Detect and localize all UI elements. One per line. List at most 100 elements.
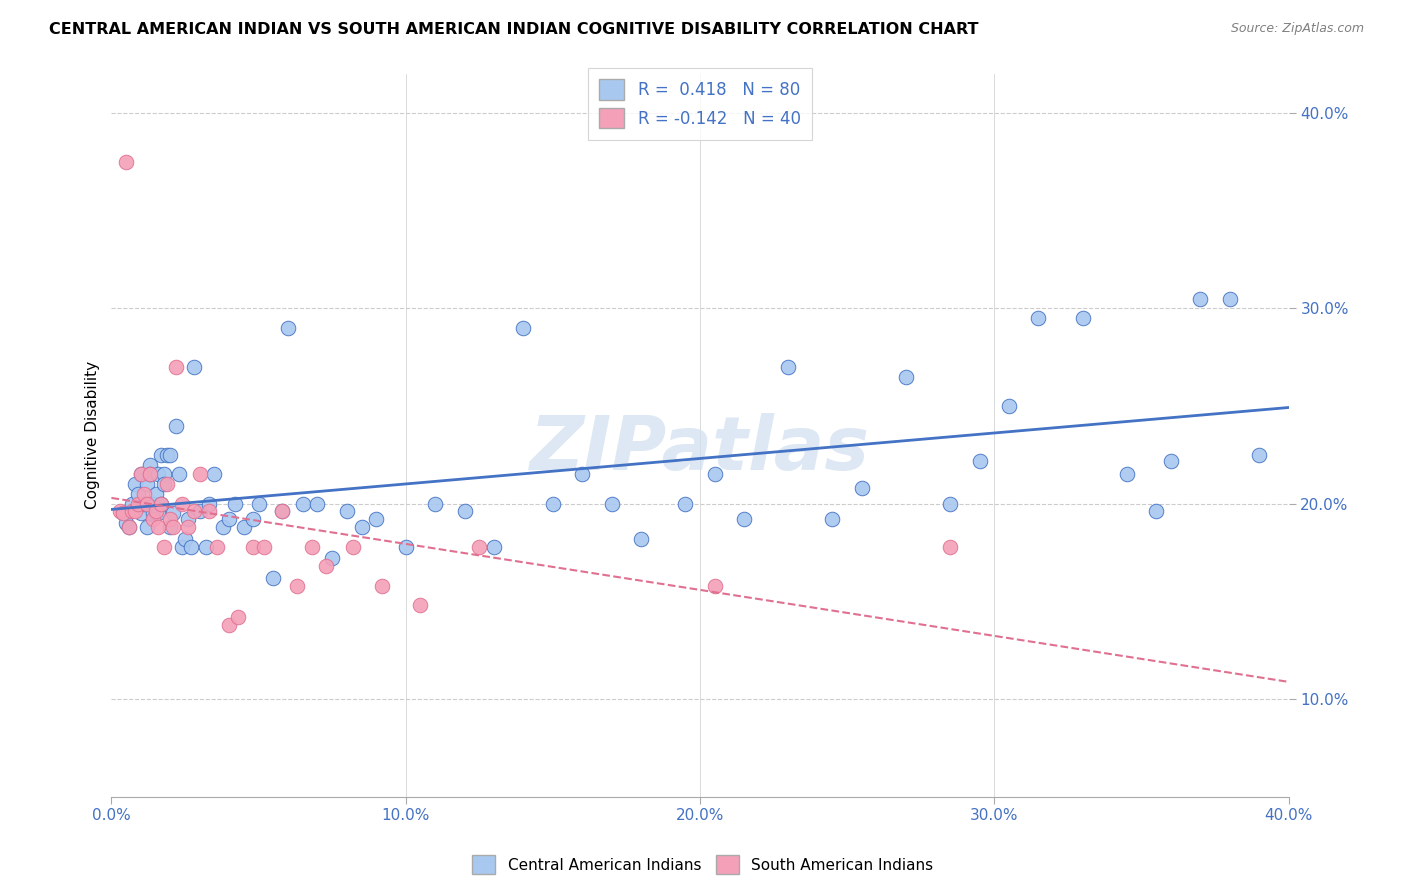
Point bbox=[307, 497, 329, 511]
Point bbox=[148, 520, 170, 534]
Point bbox=[138, 458, 160, 472]
Point bbox=[1071, 311, 1094, 326]
Point bbox=[132, 497, 155, 511]
Point bbox=[285, 579, 308, 593]
Point bbox=[129, 507, 152, 521]
Point bbox=[129, 467, 152, 482]
Legend: R =  0.418   N = 80, R = -0.142   N = 40: R = 0.418 N = 80, R = -0.142 N = 40 bbox=[588, 68, 813, 140]
Point bbox=[232, 520, 254, 534]
Point bbox=[512, 321, 534, 335]
Point bbox=[183, 359, 205, 374]
Point bbox=[162, 507, 184, 521]
Point bbox=[150, 448, 173, 462]
Point bbox=[153, 477, 176, 491]
Point bbox=[371, 579, 394, 593]
Point bbox=[851, 481, 873, 495]
Point bbox=[115, 154, 138, 169]
Point bbox=[153, 540, 176, 554]
Point bbox=[159, 520, 181, 534]
Text: ZIPatlas: ZIPatlas bbox=[530, 413, 870, 486]
Point bbox=[194, 540, 217, 554]
Point bbox=[423, 497, 446, 511]
Point bbox=[150, 497, 173, 511]
Point bbox=[218, 617, 240, 632]
Point bbox=[1189, 292, 1212, 306]
Point bbox=[242, 540, 264, 554]
Point bbox=[177, 512, 200, 526]
Point bbox=[127, 487, 149, 501]
Point bbox=[150, 497, 173, 511]
Point bbox=[118, 520, 141, 534]
Point bbox=[336, 504, 359, 518]
Point bbox=[703, 467, 725, 482]
Point bbox=[453, 504, 475, 518]
Point bbox=[468, 540, 491, 554]
Point bbox=[132, 487, 155, 501]
Point bbox=[153, 467, 176, 482]
Point bbox=[159, 512, 181, 526]
Point bbox=[571, 467, 593, 482]
Point bbox=[894, 369, 917, 384]
Point bbox=[142, 512, 165, 526]
Point bbox=[212, 520, 235, 534]
Point bbox=[202, 467, 225, 482]
Text: CENTRAL AMERICAN INDIAN VS SOUTH AMERICAN INDIAN COGNITIVE DISABILITY CORRELATIO: CENTRAL AMERICAN INDIAN VS SOUTH AMERICA… bbox=[49, 22, 979, 37]
Point bbox=[138, 467, 160, 482]
Point bbox=[600, 497, 623, 511]
Point bbox=[124, 477, 146, 491]
Point bbox=[409, 599, 432, 613]
Point bbox=[998, 399, 1021, 413]
Point bbox=[180, 540, 202, 554]
Point bbox=[129, 467, 152, 482]
Point bbox=[315, 559, 337, 574]
Point bbox=[733, 512, 755, 526]
Point bbox=[1144, 504, 1167, 518]
Point bbox=[112, 507, 135, 521]
Point bbox=[159, 448, 181, 462]
Point bbox=[165, 359, 187, 374]
Point bbox=[366, 512, 388, 526]
Point bbox=[271, 504, 294, 518]
Point bbox=[939, 497, 962, 511]
Point bbox=[138, 467, 160, 482]
Point bbox=[224, 497, 246, 511]
Point bbox=[121, 504, 143, 518]
Point bbox=[247, 497, 270, 511]
Point bbox=[183, 504, 205, 518]
Point bbox=[127, 497, 149, 511]
Y-axis label: Cognitive Disability: Cognitive Disability bbox=[86, 361, 100, 509]
Point bbox=[350, 520, 373, 534]
Point bbox=[156, 477, 179, 491]
Text: Source: ZipAtlas.com: Source: ZipAtlas.com bbox=[1230, 22, 1364, 36]
Point bbox=[218, 512, 240, 526]
Point bbox=[115, 516, 138, 531]
Point bbox=[148, 467, 170, 482]
Legend: Central American Indians, South American Indians: Central American Indians, South American… bbox=[467, 849, 939, 880]
Point bbox=[118, 520, 141, 534]
Point bbox=[395, 540, 418, 554]
Point bbox=[630, 532, 652, 546]
Point bbox=[197, 497, 219, 511]
Point bbox=[821, 512, 844, 526]
Point bbox=[112, 507, 135, 521]
Point bbox=[939, 540, 962, 554]
Point bbox=[262, 571, 284, 585]
Point bbox=[121, 497, 143, 511]
Point bbox=[170, 540, 193, 554]
Point bbox=[969, 453, 991, 467]
Point bbox=[277, 321, 299, 335]
Point bbox=[124, 504, 146, 518]
Point bbox=[778, 359, 800, 374]
Point bbox=[1115, 467, 1137, 482]
Point bbox=[148, 507, 170, 521]
Point bbox=[142, 497, 165, 511]
Point bbox=[207, 540, 229, 554]
Point bbox=[145, 504, 167, 518]
Point bbox=[188, 504, 211, 518]
Point bbox=[271, 504, 294, 518]
Point bbox=[703, 579, 725, 593]
Point bbox=[253, 540, 276, 554]
Point bbox=[174, 532, 197, 546]
Point bbox=[167, 467, 190, 482]
Point bbox=[135, 497, 157, 511]
